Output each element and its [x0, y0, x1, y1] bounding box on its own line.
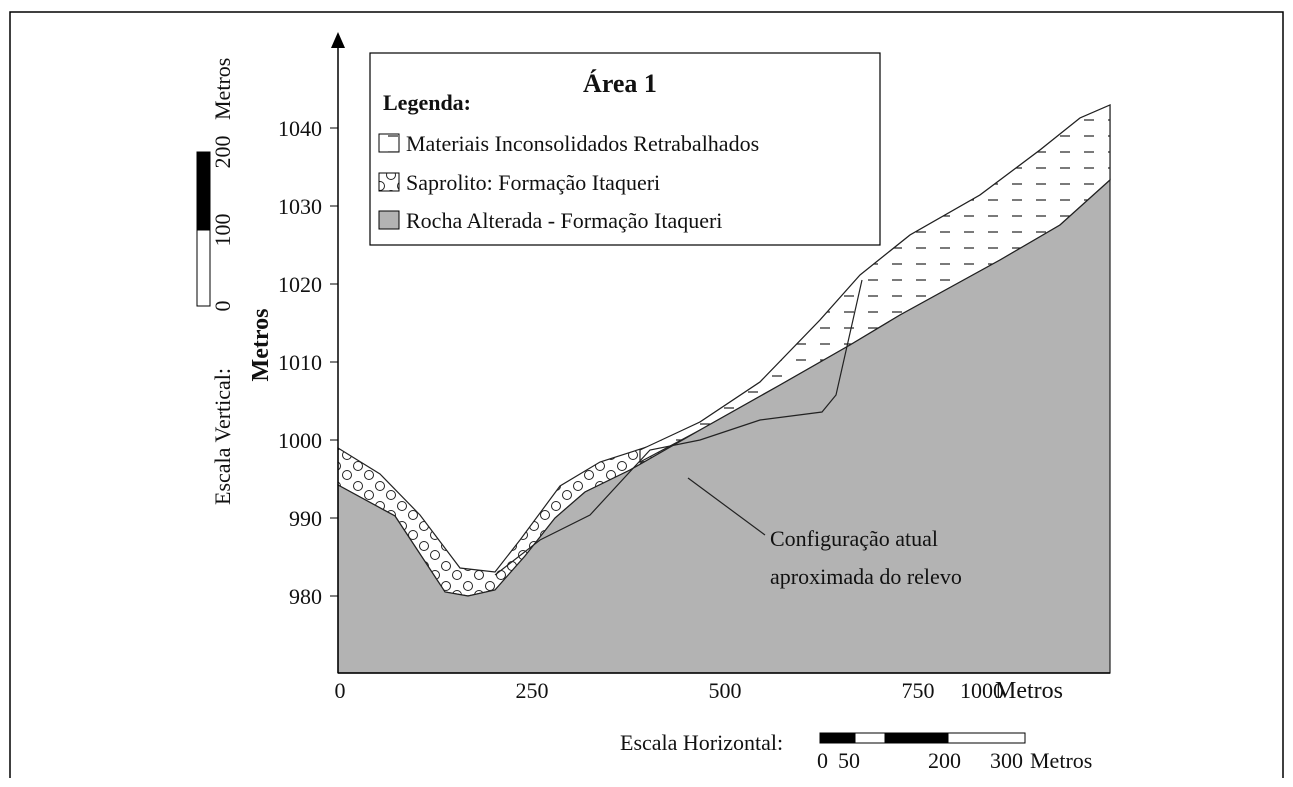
scale-segment [854, 732, 886, 744]
scale-segment [884, 732, 949, 744]
scale-segment [819, 732, 856, 744]
y-tick-label: 1010 [278, 350, 322, 375]
horizontal-scale-tick: 50 [838, 748, 860, 773]
horizontal-scale-label: Escala Horizontal: [620, 730, 783, 755]
legend-box [369, 52, 881, 246]
y-tick-label: 990 [289, 506, 322, 531]
x-tick-label: 750 [902, 678, 935, 703]
y-tick-label: 1000 [278, 428, 322, 453]
scale-segment [947, 732, 1026, 744]
y-tick-label: 1040 [278, 116, 322, 141]
y-tick-label: 1020 [278, 272, 322, 297]
x-tick-label: 0 [335, 678, 346, 703]
vertical-scale-tick: 100 [210, 214, 235, 247]
scale-segment [196, 229, 211, 307]
y-tick-label: 1030 [278, 194, 322, 219]
vertical-scale-tick: 200 [210, 136, 235, 169]
legend-item: Saprolito: Formação Itaqueri [406, 170, 660, 195]
leader-line [687, 477, 766, 536]
y-axis-label: Metros [248, 309, 274, 382]
legend-item: Materiais Inconsolidados Retrabalhados [406, 131, 759, 156]
horizontal-scale-tick: 200 [928, 748, 961, 773]
legend-swatch [378, 133, 400, 153]
legend-item: Rocha Alterada - Formação Itaqueri [406, 208, 722, 233]
y-tick-label: 980 [289, 584, 322, 609]
legend-swatch [378, 210, 400, 230]
vertical-scale-tick: 0 [210, 301, 235, 312]
legend-title: Área 1 [583, 69, 657, 98]
legend-heading: Legenda: [383, 90, 471, 115]
vertical-scale-label: Escala Vertical: [210, 368, 235, 505]
frame [9, 11, 1284, 778]
x-tick-label: 250 [516, 678, 549, 703]
horizontal-scale-tick: 0 [817, 748, 828, 773]
vertical-scale-unit: Metros [210, 58, 235, 120]
annotation: aproximada do relevo [770, 564, 962, 589]
axis-arrow [331, 32, 345, 48]
x-axis-unit: Metros [995, 678, 1063, 704]
relief-line [494, 279, 863, 576]
weathered-rock-layer [337, 178, 1111, 674]
horizontal-scale-tick: 300 [990, 748, 1023, 773]
horizontal-scale-unit: Metros [1030, 748, 1092, 773]
x-tick-label: 1000 [960, 678, 1004, 703]
scale-segment [196, 151, 211, 231]
x-tick-label: 500 [709, 678, 742, 703]
legend-swatch [378, 172, 400, 192]
annotation: Configuração atual [770, 526, 938, 551]
